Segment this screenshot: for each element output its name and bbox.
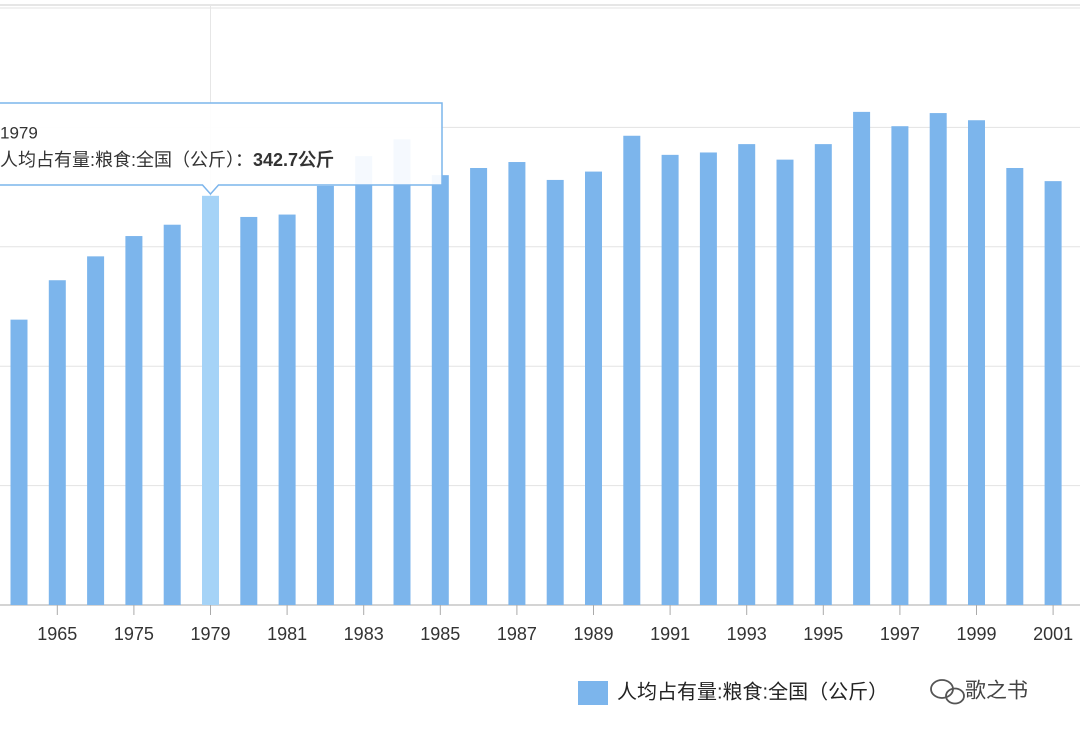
x-tick-label: 1979 <box>190 624 230 644</box>
bar <box>738 144 756 605</box>
bar <box>776 159 794 605</box>
tooltip-label: 人均占有量:粮食:全国（公斤）： <box>0 150 253 170</box>
bar <box>814 144 832 605</box>
bar <box>1006 167 1024 605</box>
bar <box>929 113 947 606</box>
bar <box>968 120 985 606</box>
plot-area: 1965 1975 1979 1981 1983 1985 1987 1989 1991 1993… <box>0 4 1080 644</box>
bar <box>10 319 28 605</box>
bar <box>87 256 105 605</box>
bar <box>125 236 143 605</box>
x-tick-label: 1991 <box>650 624 690 644</box>
bar <box>48 280 66 605</box>
x-tick-label: 1983 <box>344 624 384 644</box>
watermark-icon <box>930 679 965 705</box>
x-tick-label: 1997 <box>880 624 920 644</box>
bar <box>623 135 641 605</box>
bar <box>546 179 564 605</box>
tooltip-title: 1979 <box>0 123 38 142</box>
tooltip-box <box>0 102 443 196</box>
bar <box>661 154 679 605</box>
bar <box>699 152 717 605</box>
tooltip-text: 人均占有量:粮食:全国（公斤）：342.7公斤 <box>0 150 334 170</box>
tooltip-value: 342.7公斤 <box>253 150 334 170</box>
bar <box>240 216 258 605</box>
x-tick-label: 1989 <box>573 624 613 644</box>
bar <box>202 195 219 605</box>
bar <box>470 167 488 605</box>
watermark: 歌之书 <box>965 680 1028 703</box>
x-tick-label: 1993 <box>727 624 767 644</box>
bar <box>355 156 373 605</box>
x-tick-label: 2001 <box>1033 624 1073 644</box>
x-tick-label: 1985 <box>420 624 460 644</box>
bar <box>891 126 909 606</box>
bar <box>431 175 449 605</box>
bar <box>585 171 602 605</box>
x-tick-label: 1999 <box>956 624 996 644</box>
x-tick-label: 1975 <box>114 624 154 644</box>
x-tick-label: 1995 <box>803 624 843 644</box>
bar <box>508 162 526 605</box>
legend-label: 人均占有量:粮食:全国（公斤） <box>617 680 888 703</box>
bar <box>163 224 181 605</box>
bar <box>316 185 334 605</box>
x-tick-label: 1987 <box>497 624 537 644</box>
bar <box>278 214 296 605</box>
bar <box>393 139 411 605</box>
x-tick-label: 1965 <box>37 624 77 644</box>
overlay: 1979人均占有量:粮食:全国（公斤）：342.7公斤人均占有量:粮食:全国（公… <box>0 102 888 705</box>
bar <box>1044 181 1062 605</box>
x-tick-label: 1981 <box>267 624 307 644</box>
legend-swatch <box>578 681 608 705</box>
bar <box>853 111 871 606</box>
